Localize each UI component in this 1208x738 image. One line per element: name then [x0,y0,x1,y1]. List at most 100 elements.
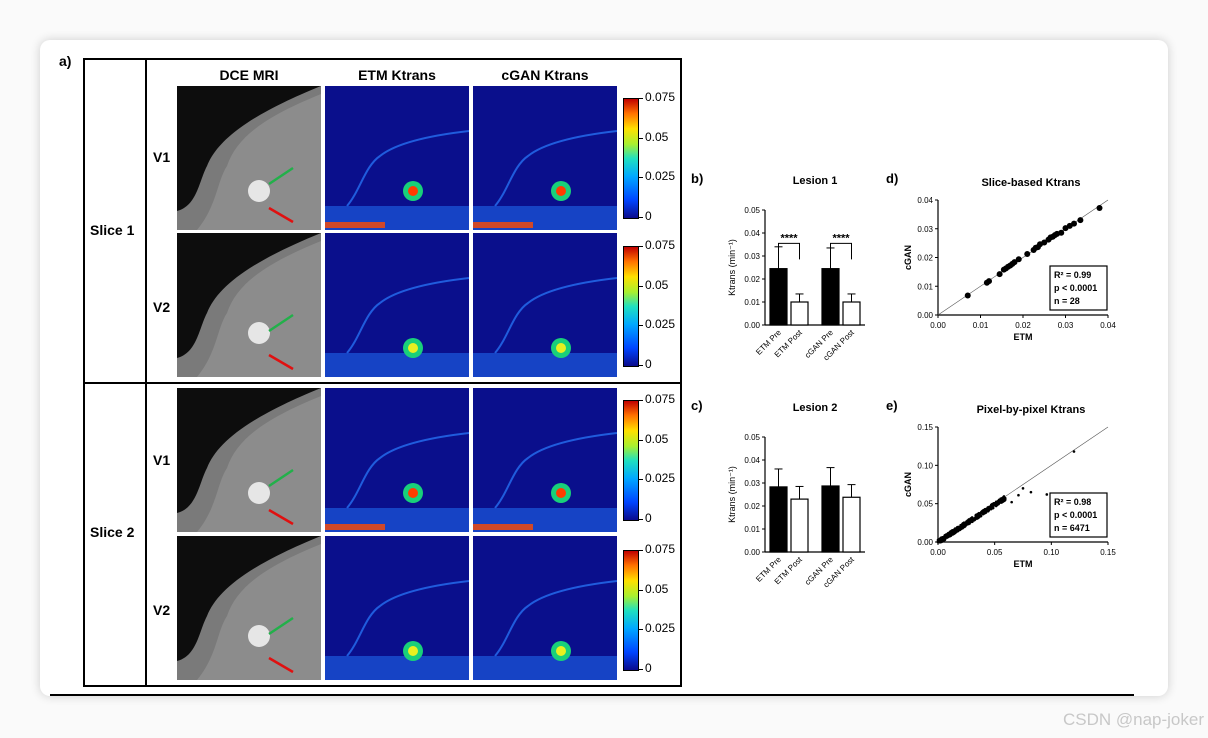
colorbar-tick-label: 0 [639,511,652,525]
y-tick-label: 0.01 [744,525,760,534]
x-tick-label: 0.01 [973,321,989,330]
data-point [1041,239,1048,246]
cgan-ktrans-map [473,536,617,680]
panel-label: b) [691,171,703,186]
data-point [963,521,966,525]
data-point [970,520,974,523]
y-axis-label: Ktrans (min⁻¹) [727,466,737,523]
stats-box [1049,265,1108,311]
colorbar-tick-label: 0.075 [638,392,676,406]
colorbar [623,98,639,219]
colorbar [623,400,639,521]
chart-pixel-by-pixel: e) Pixel-by-pixel Ktrans 0.00 0.05 0.10 0.15 0… [886,398,1116,569]
colorbar-tick-label: 0.025 [638,471,676,486]
panel-a-label: a) [59,53,72,69]
stats-text: n = 6471 [1054,523,1090,533]
data-point [1017,493,1020,497]
etm-ktrans-map [325,388,469,532]
data-point [1001,499,1005,502]
data-point [975,516,979,520]
y-tick-label: 0.02 [744,502,760,511]
y-tick-label: 0.04 [744,229,760,238]
bar [842,496,861,553]
panel-a-frame [83,58,682,687]
significance-marker: **** [832,232,850,244]
stats-text: R² = 0.99 [1054,270,1091,280]
colorbar-tick-label: 0.05 [638,129,669,144]
bar [769,268,788,326]
cgan-ktrans-map [473,233,617,377]
x-tick-label: 0.15 [1100,548,1116,557]
colorbar [623,550,639,671]
slice-1-label: Slice 1 [90,222,135,238]
etm-ktrans-map [325,536,469,680]
visit-label-v2: V2 [153,602,171,618]
x-tick-label: 0.10 [1044,548,1060,557]
colorbar-tick-label: 0.075 [638,90,676,104]
y-tick-label: 0.00 [917,311,933,320]
stats-text: R² = 0.98 [1054,497,1091,507]
y-tick-label: 0.02 [744,275,760,284]
data-point [1015,256,1022,263]
data-point [991,502,995,506]
chart-lesion-2: c) Lesion 2 0.00 0.01 0.02 0.03 0.04 0.05 Ktrans… [691,398,865,589]
significance-marker: **** [780,232,798,244]
header-dce-mri: DCE MRI [219,67,279,83]
y-tick-label: 0.03 [917,225,933,234]
data-point [979,515,982,518]
colorbar-tick-label: 0.025 [638,317,676,332]
bar [769,486,788,553]
data-point [942,536,945,540]
significance-bracket [778,242,800,260]
colorbar-tick-label: 0.05 [638,277,669,292]
data-point [988,506,991,510]
watermark: CSDN @nap-joker [1062,710,1204,729]
header-cgan-ktrans: cGAN Ktrans [501,67,589,83]
y-axis-label: cGAN [903,245,913,270]
data-point [996,500,1000,503]
data-point [1096,205,1103,212]
chart-title: Lesion 1 [793,175,838,187]
y-tick-label: 0.01 [744,298,760,307]
data-point [1058,229,1065,236]
stats-text: p < 0.0001 [1054,510,1097,520]
bar [790,301,809,326]
chart-title: Pixel-by-pixel Ktrans [977,404,1086,416]
data-point [986,278,992,285]
y-tick-label: 0.01 [917,282,933,291]
y-tick-label: 0.02 [917,254,933,263]
x-tick-label: 0.00 [930,548,946,557]
y-tick-label: 0.05 [917,500,933,509]
data-point [1010,500,1013,504]
bottom-rule [50,694,1134,696]
data-point [955,527,958,530]
data-point [959,523,962,527]
mri-image [177,536,321,680]
data-point [1003,497,1006,500]
slice-column-divider [145,58,147,685]
y-tick-label: 0.05 [744,206,760,215]
data-point [996,271,1003,278]
colorbar-tick-label: 0.075 [638,238,676,252]
chart-slice-based: d) Slice-based Ktrans 0.00 0.01 0.02 0.03 0.04… [886,171,1116,342]
significance-bracket [830,242,852,260]
panel-label: c) [691,398,703,413]
chart-lesion-1: b) Lesion 1 0.00 0.01 0.02 0.03 0.04 0.05 Ktrans… [691,171,865,362]
colorbar-tick-label: 0 [639,357,652,371]
stats-text: p < 0.0001 [1054,283,1097,293]
y-tick-label: 0.05 [744,433,760,442]
mri-image [177,233,321,377]
y-tick-label: 0.10 [917,461,933,470]
data-point [963,525,966,529]
data-point [1071,220,1077,227]
data-point [1021,487,1025,490]
data-point [1029,490,1033,494]
data-point [1024,251,1031,258]
data-point [1077,217,1084,224]
data-point [1045,493,1049,496]
mri-image [177,86,321,230]
colorbar-tick-label: 0 [639,209,652,223]
data-point [995,503,999,506]
colorbar-tick-label: 0.075 [638,542,676,556]
y-tick-label: 0.03 [744,479,760,488]
